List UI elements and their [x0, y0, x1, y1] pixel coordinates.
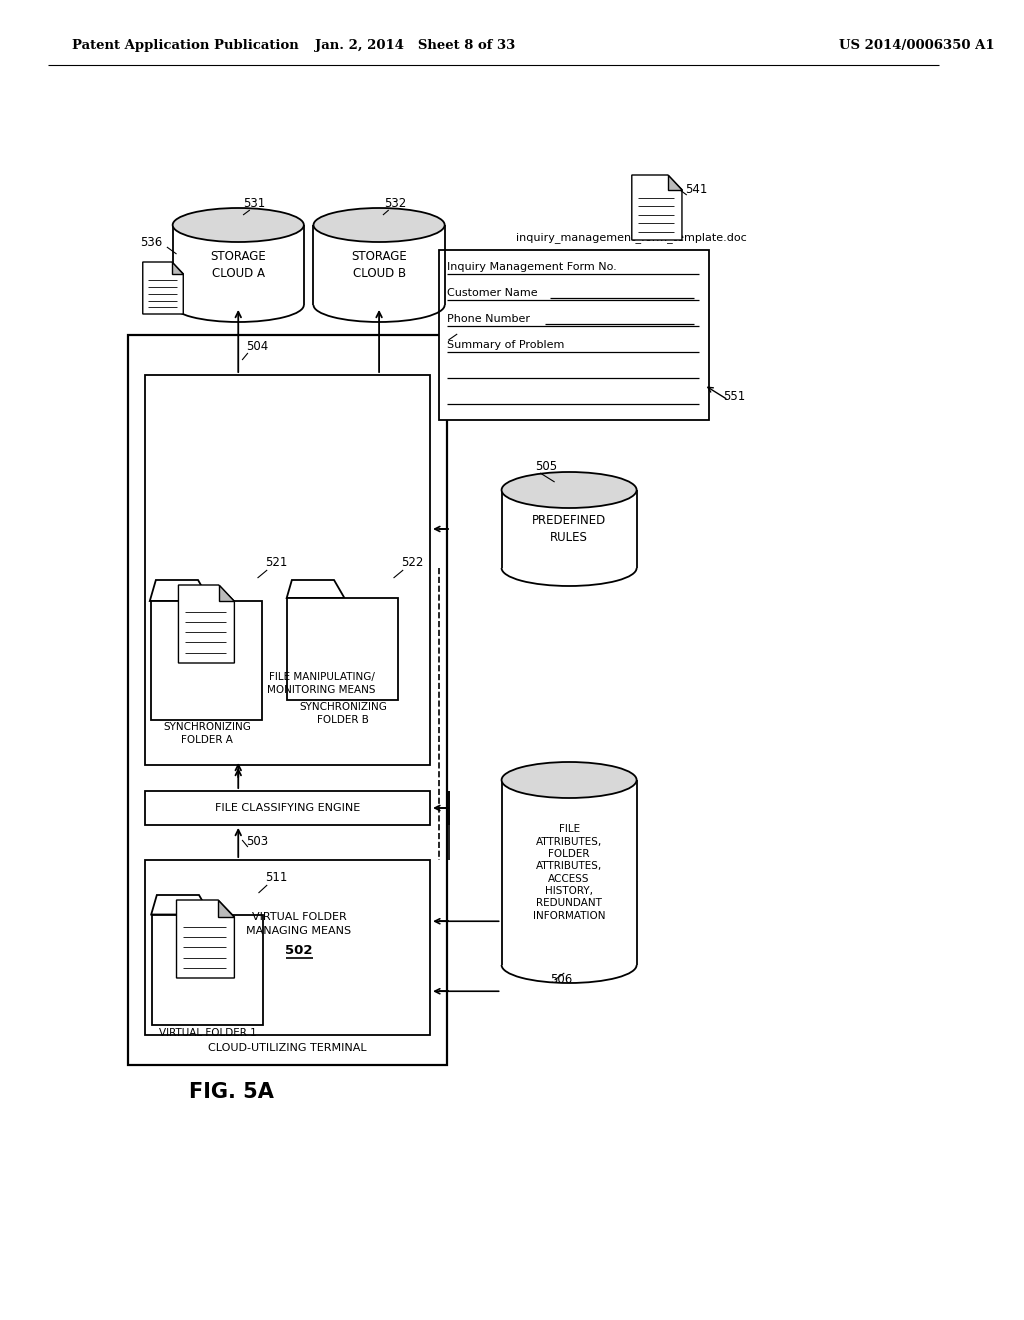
- Text: Inquiry Management Form No.: Inquiry Management Form No.: [446, 261, 616, 272]
- Polygon shape: [668, 176, 682, 190]
- Text: FOLDER B: FOLDER B: [317, 715, 369, 725]
- Polygon shape: [150, 579, 210, 601]
- Text: CLOUD-UTILIZING TERMINAL: CLOUD-UTILIZING TERMINAL: [208, 1043, 367, 1053]
- Text: Summary of Problem: Summary of Problem: [446, 341, 564, 350]
- Bar: [144, 791, 430, 825]
- Text: 504: 504: [246, 341, 268, 352]
- Text: Patent Application Publication: Patent Application Publication: [73, 38, 299, 51]
- Polygon shape: [178, 585, 234, 663]
- Text: 502: 502: [286, 944, 312, 957]
- Text: PREDEFINED
RULES: PREDEFINED RULES: [532, 513, 606, 544]
- Text: 506: 506: [550, 973, 572, 986]
- Text: 531: 531: [243, 197, 265, 210]
- Polygon shape: [218, 900, 234, 917]
- Text: STORAGE
CLOUD B: STORAGE CLOUD B: [351, 249, 407, 280]
- Bar: [439, 249, 709, 420]
- Text: 522: 522: [401, 556, 424, 569]
- Text: FIG. 5A: FIG. 5A: [189, 1082, 274, 1102]
- Bar: [144, 375, 430, 766]
- Text: Jan. 2, 2014   Sheet 8 of 33: Jan. 2, 2014 Sheet 8 of 33: [314, 38, 515, 51]
- Text: US 2014/0006350 A1: US 2014/0006350 A1: [840, 38, 994, 51]
- Text: MANAGING MEANS: MANAGING MEANS: [247, 927, 351, 936]
- Text: inquiry_management_form_template.doc: inquiry_management_form_template.doc: [516, 232, 746, 243]
- Polygon shape: [176, 900, 234, 978]
- Text: 511: 511: [265, 871, 288, 884]
- Ellipse shape: [173, 209, 304, 242]
- Text: Customer Name: Customer Name: [446, 288, 538, 298]
- Polygon shape: [172, 261, 183, 273]
- Polygon shape: [219, 585, 234, 601]
- Text: 526: 526: [196, 690, 218, 704]
- Bar: [502, 780, 637, 965]
- Text: STORAGE
CLOUD A: STORAGE CLOUD A: [210, 249, 266, 280]
- Text: 521: 521: [265, 556, 288, 569]
- Polygon shape: [152, 601, 262, 719]
- Text: 501: 501: [459, 319, 481, 333]
- Ellipse shape: [502, 762, 637, 799]
- Text: 551: 551: [723, 389, 745, 403]
- Text: 541: 541: [685, 183, 708, 195]
- Text: VIRTUAL FOLDER 1: VIRTUAL FOLDER 1: [159, 1028, 257, 1038]
- Text: FILE CLASSIFYING ENGINE: FILE CLASSIFYING ENGINE: [215, 803, 360, 813]
- Polygon shape: [632, 176, 682, 240]
- Text: 503: 503: [246, 836, 268, 847]
- Bar: [502, 490, 637, 568]
- Polygon shape: [288, 598, 398, 700]
- Bar: [128, 335, 446, 1065]
- Text: 516: 516: [197, 995, 219, 1008]
- Text: VIRTUAL FOLDER: VIRTUAL FOLDER: [252, 912, 346, 921]
- Text: MONITORING MEANS: MONITORING MEANS: [267, 685, 376, 696]
- Text: 532: 532: [384, 197, 407, 210]
- Polygon shape: [152, 895, 210, 915]
- Bar: [173, 224, 304, 305]
- Text: Phone Number: Phone Number: [446, 314, 529, 323]
- Polygon shape: [142, 261, 183, 314]
- Ellipse shape: [502, 473, 637, 508]
- Bar: [144, 861, 430, 1035]
- Text: FOLDER A: FOLDER A: [181, 735, 232, 744]
- Polygon shape: [153, 915, 263, 1026]
- Text: SYNCHRONIZING: SYNCHRONIZING: [163, 722, 251, 733]
- Ellipse shape: [313, 209, 444, 242]
- Text: FILE
ATTRIBUTES,
FOLDER
ATTRIBUTES,
ACCESS
HISTORY,
REDUNDANT
INFORMATION: FILE ATTRIBUTES, FOLDER ATTRIBUTES, ACCE…: [532, 824, 605, 921]
- Text: SYNCHRONIZING: SYNCHRONIZING: [299, 702, 387, 711]
- Text: 505: 505: [536, 459, 557, 473]
- Bar: [313, 224, 444, 305]
- Text: 536: 536: [140, 236, 162, 249]
- Polygon shape: [287, 579, 344, 598]
- Text: FILE MANIPULATING/: FILE MANIPULATING/: [268, 672, 375, 682]
